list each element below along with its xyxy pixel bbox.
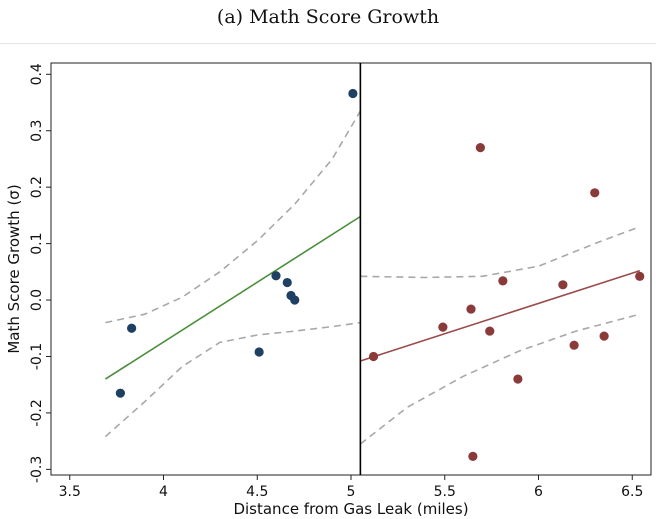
fit-lines xyxy=(104,215,640,380)
x-tick-label: 5 xyxy=(347,484,356,500)
right-data-point xyxy=(466,304,476,314)
left-data-point xyxy=(254,347,264,357)
right-data-point xyxy=(438,322,448,332)
x-tick-label: 4 xyxy=(159,484,168,500)
right-fit-line xyxy=(360,269,640,362)
left-fit-line xyxy=(104,215,361,380)
confidence-bands xyxy=(104,110,641,445)
y-tick-label: 0.3 xyxy=(29,120,45,142)
y-tick-label: -0.1 xyxy=(29,343,45,370)
left-ci-lower-line xyxy=(104,321,361,438)
left-data-point xyxy=(271,271,281,281)
right-data-point xyxy=(569,340,579,350)
y-tick-label: -0.3 xyxy=(29,456,45,483)
right-data-point xyxy=(468,451,478,461)
y-tick-label: -0.2 xyxy=(29,399,45,426)
x-tick-label: 5.5 xyxy=(434,484,456,500)
x-tick-label: 6.5 xyxy=(621,484,643,500)
x-tick-label: 4.5 xyxy=(246,484,268,500)
left-ci-upper-line xyxy=(105,110,362,324)
title-divider xyxy=(0,43,656,44)
right-data-point xyxy=(590,188,600,198)
right-data-point xyxy=(513,374,523,384)
y-tick-label: 0.0 xyxy=(29,289,45,311)
right-data-point xyxy=(498,276,508,286)
left-data-point xyxy=(115,388,125,398)
chart-title: (a) Math Score Growth xyxy=(216,6,440,28)
x-axis-title: Distance from Gas Leak (miles) xyxy=(233,500,468,518)
plot-frame xyxy=(50,62,652,476)
left-data-point xyxy=(290,295,300,305)
data-points xyxy=(115,88,645,461)
right-data-point xyxy=(635,271,645,281)
right-data-point xyxy=(475,143,485,153)
left-data-point xyxy=(127,323,137,333)
left-data-point xyxy=(282,277,292,288)
axes: 3.5 4 4.5 5 5.5 6 6.5 -0.3 -0.2 -0.1 0.0 0.1 0.2 0.3 0… xyxy=(29,62,652,500)
left-data-point xyxy=(348,88,358,99)
right-data-point xyxy=(485,326,495,336)
right-data-point xyxy=(368,351,379,362)
y-tick-label: 0.4 xyxy=(29,63,45,85)
x-tick-label: 6 xyxy=(534,484,543,500)
right-ci-upper-line xyxy=(360,225,641,279)
y-tick-label: 0.2 xyxy=(29,176,45,198)
y-tick-label: 0.1 xyxy=(29,232,45,254)
right-data-point xyxy=(599,331,609,341)
y-axis-title: Math Score Growth (σ) xyxy=(5,184,23,353)
right-ci-lower-line xyxy=(359,313,641,445)
right-data-point xyxy=(558,280,568,290)
x-tick-label: 3.5 xyxy=(59,484,81,500)
